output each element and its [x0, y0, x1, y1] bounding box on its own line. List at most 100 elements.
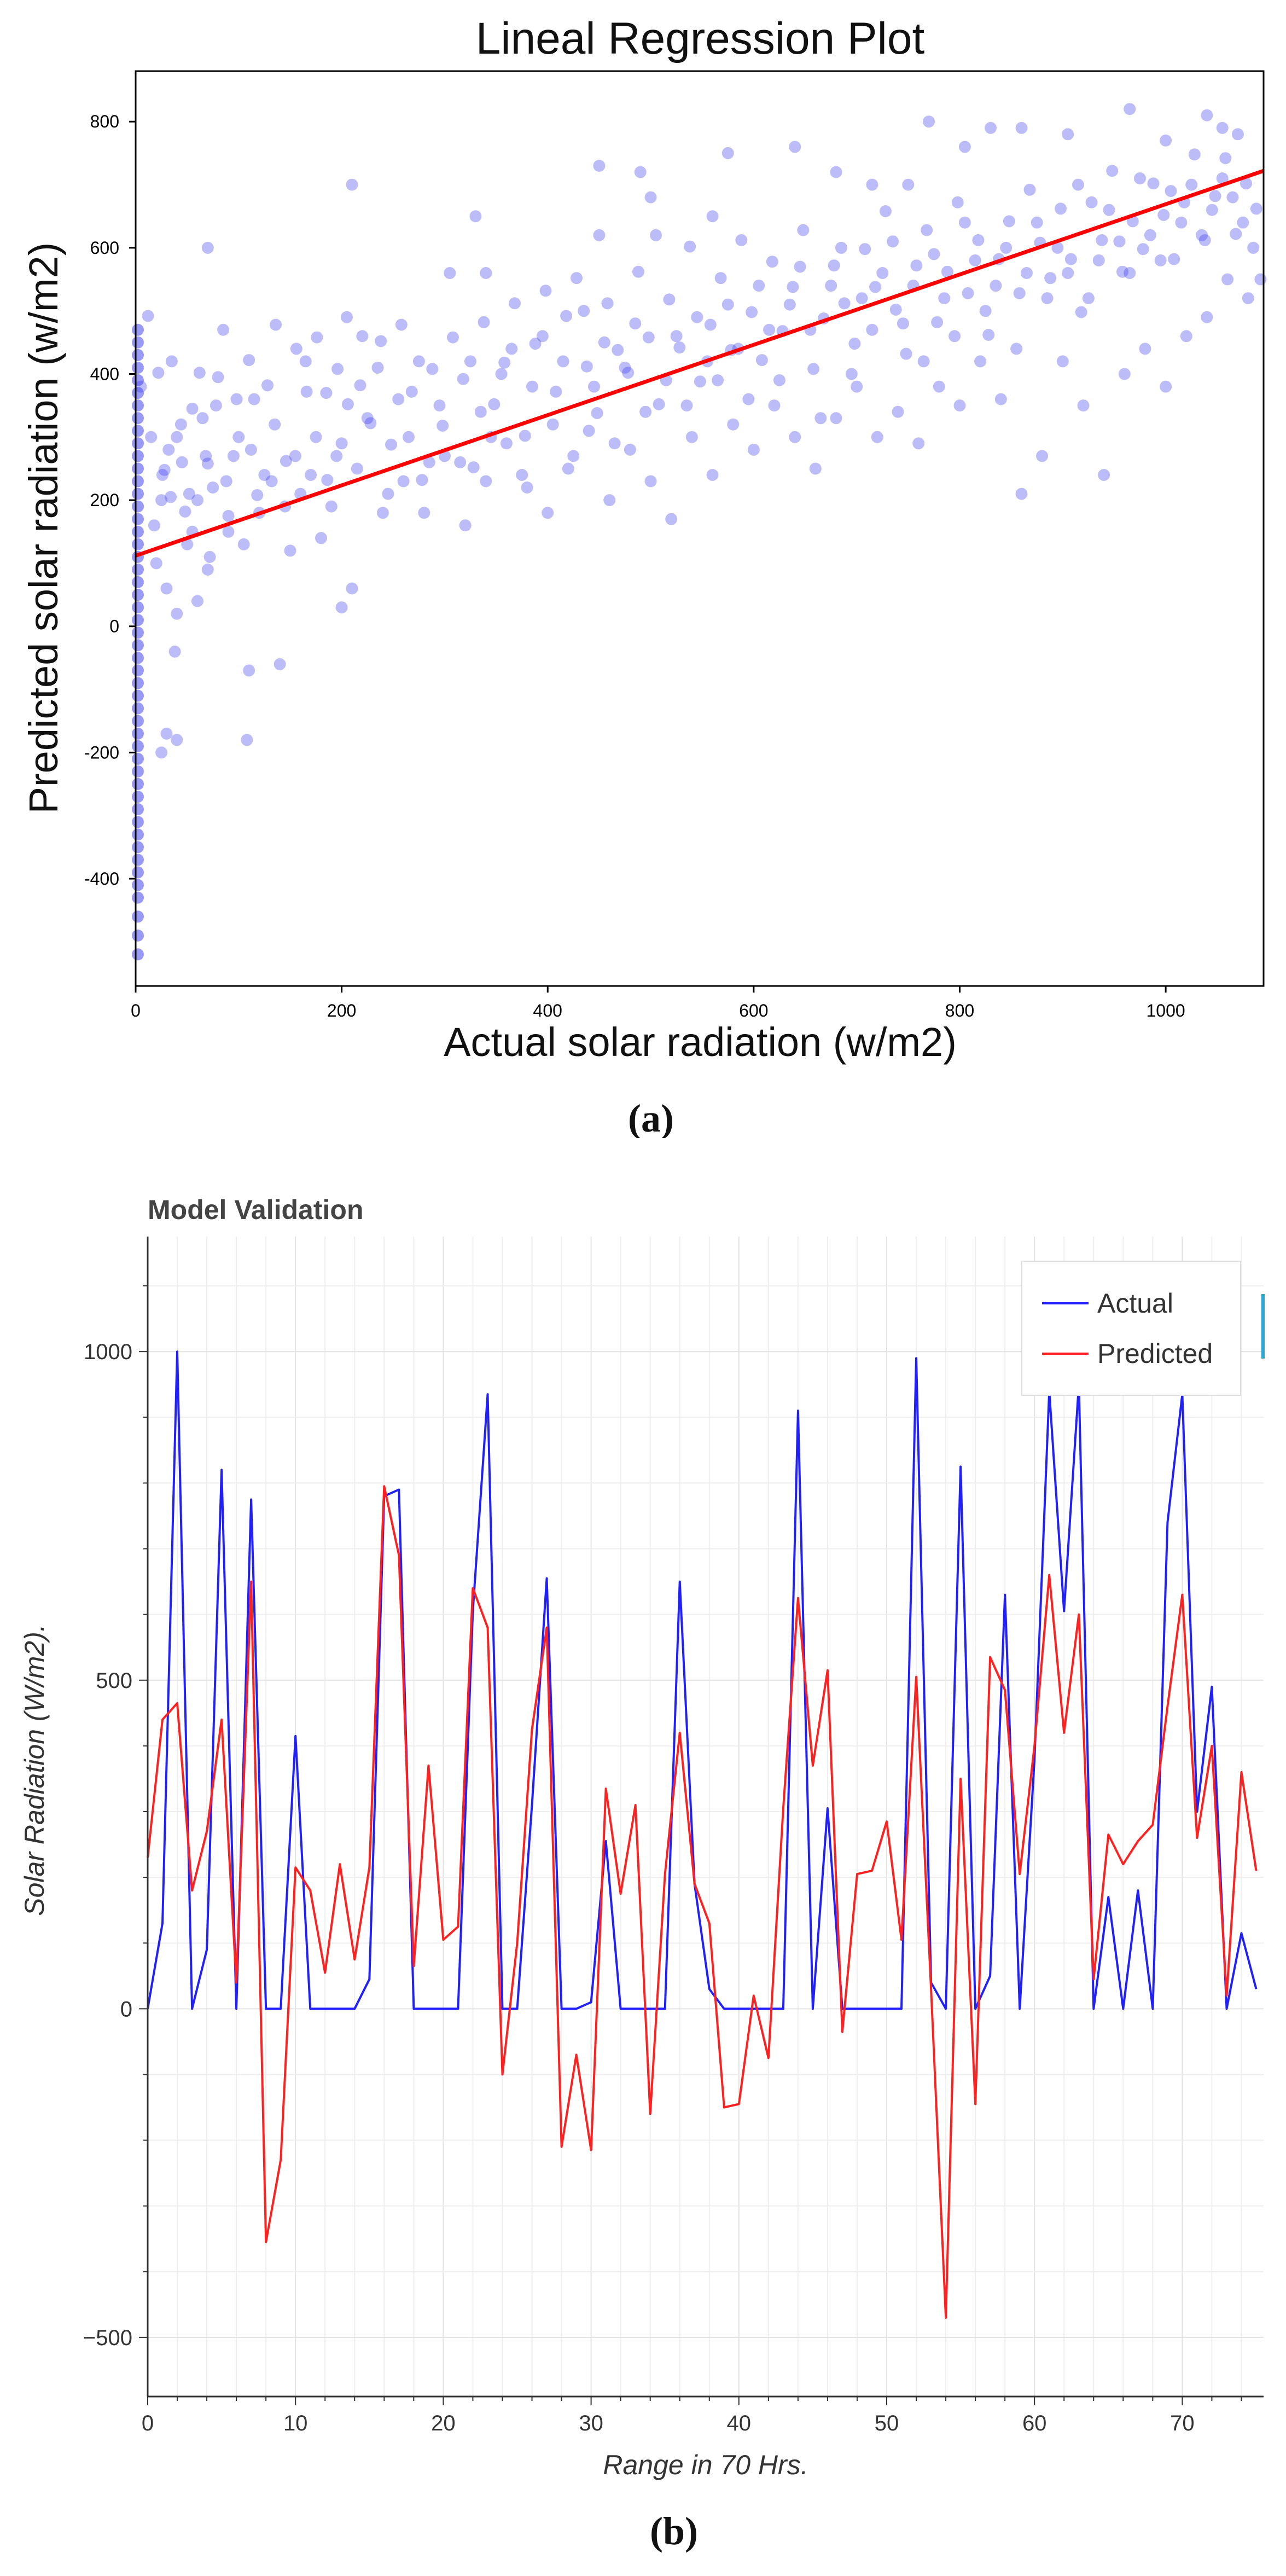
scatter-point	[550, 385, 562, 398]
scatter-point	[480, 475, 492, 488]
y-tick-label: -400	[84, 869, 119, 889]
scatter-point	[300, 385, 313, 398]
scatter-point	[165, 355, 178, 368]
scatter-point	[1023, 183, 1036, 196]
scatter-point	[766, 256, 778, 268]
scatter-point	[969, 254, 981, 266]
scatter-point	[1165, 185, 1177, 198]
scatter-point	[168, 645, 181, 658]
scatter-point	[200, 450, 212, 462]
scatter-point-zero-strip	[132, 816, 144, 828]
scatter-point	[201, 457, 214, 470]
scatter-point	[1116, 265, 1128, 278]
scatter-point	[1247, 241, 1260, 254]
scatter-point	[560, 310, 573, 322]
scatter-point	[186, 402, 199, 415]
scatter-point	[418, 507, 430, 519]
scatter-point	[171, 607, 183, 620]
scatter-point	[644, 475, 657, 488]
scatter-point	[845, 368, 858, 380]
scatter-point	[299, 355, 312, 368]
scatter-point	[346, 178, 358, 191]
scatter-point	[1055, 202, 1067, 215]
x-tick-label: 0	[142, 2411, 154, 2435]
scatter-point	[1031, 216, 1043, 229]
scatter-point	[910, 259, 923, 272]
scatter-point	[622, 367, 635, 379]
scatter-point	[222, 509, 235, 522]
scatter-plot-frame	[135, 70, 1265, 987]
scatter-point-zero-strip	[132, 778, 144, 790]
scatter-point	[261, 379, 274, 392]
scatter-point	[892, 405, 904, 418]
scatter-point	[171, 431, 183, 443]
scatter-point	[148, 519, 160, 532]
x-tick-label: 600	[739, 1001, 768, 1020]
scatter-point	[176, 456, 188, 468]
scatter-point-zero-strip	[132, 828, 144, 841]
scatter-point	[830, 412, 842, 425]
scatter-point	[691, 311, 703, 323]
scatter-point	[385, 438, 397, 451]
series-line-actual	[147, 1350, 1258, 2010]
x-tick-label: 400	[533, 1001, 562, 1020]
scatter-point	[567, 450, 580, 462]
scatter-point	[941, 265, 953, 278]
scatter-point-zero-strip	[132, 564, 144, 576]
scatter-point	[243, 664, 255, 677]
scatter-point	[217, 323, 230, 336]
scatter-point	[794, 260, 806, 273]
scatter-point-zero-strip	[132, 576, 144, 588]
scatter-point	[375, 335, 387, 347]
scatter-point-zero-strip	[132, 715, 144, 727]
scatter-point	[917, 355, 930, 368]
scatter-point-zero-strip	[132, 425, 144, 437]
scatter-point	[1231, 128, 1244, 141]
scatter-point	[331, 363, 344, 375]
scatter-point	[866, 323, 878, 336]
scatter-point	[201, 564, 214, 576]
scatter-point	[1113, 235, 1126, 248]
x-tick-label: 40	[727, 2411, 752, 2435]
x-tick-label: 20	[431, 2411, 456, 2435]
scatter-point	[174, 418, 187, 431]
scatter-point-zero-strip	[132, 437, 144, 450]
scatter-point	[694, 375, 706, 388]
scatter-point	[632, 265, 644, 278]
scatter-point	[1020, 267, 1033, 279]
scatter-point	[155, 746, 168, 759]
scatter-point	[505, 343, 518, 355]
scatter-point	[871, 431, 883, 443]
scatter-point	[222, 525, 235, 538]
scatter-point	[972, 234, 985, 246]
scatter-point	[727, 418, 740, 431]
scatter-point	[521, 481, 533, 494]
scatter-y-axis-label: Predicted solar radiation (w/m2)	[21, 242, 66, 814]
scatter-point	[994, 393, 1007, 405]
scatter-point	[310, 431, 322, 443]
scatter-point	[1237, 216, 1249, 229]
scatter-point	[1160, 380, 1172, 393]
scatter-point	[889, 303, 902, 316]
scatter-point	[923, 115, 935, 128]
scatter-point	[1226, 191, 1239, 204]
scatter-point-zero-strip	[132, 702, 144, 715]
scatter-point-zero-strip	[132, 929, 144, 942]
scatter-point	[642, 331, 655, 344]
scatter-point	[629, 317, 642, 330]
scatter-point	[152, 367, 165, 379]
scatter-point	[931, 316, 944, 328]
scatter-point	[1124, 103, 1136, 115]
scatter-point	[354, 379, 366, 392]
scatter-point	[542, 507, 554, 519]
line-chart-title: Model Validation	[148, 1194, 363, 1225]
y-tick-label: 1000	[84, 1340, 132, 1364]
scatter-point	[814, 412, 827, 425]
scatter-point	[789, 141, 801, 153]
scatter-point	[1216, 121, 1229, 134]
scatter-point	[838, 297, 851, 310]
scatter-point-zero-strip	[132, 336, 144, 349]
scatter-point	[1198, 234, 1211, 246]
scatter-point	[897, 317, 909, 330]
